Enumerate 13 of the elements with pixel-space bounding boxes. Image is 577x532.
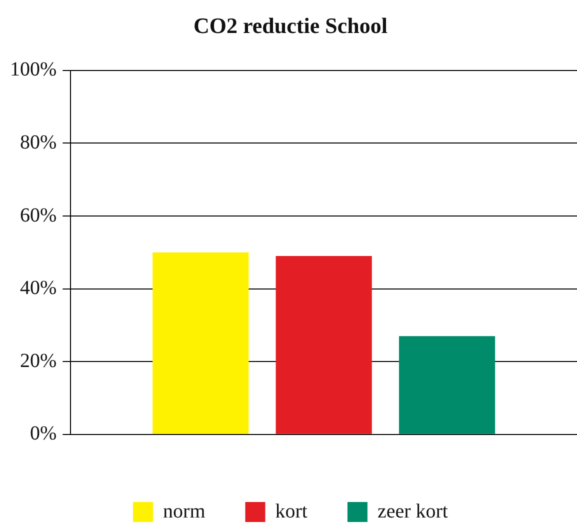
y-tick-label: 60% xyxy=(20,204,57,226)
y-tick-label: 20% xyxy=(20,350,57,372)
bar xyxy=(398,336,496,434)
legend-label: kort xyxy=(275,500,308,522)
legend-label: zeer kort xyxy=(377,500,448,522)
bar xyxy=(152,252,249,434)
y-tick-label: 100% xyxy=(10,58,57,81)
legend-label: norm xyxy=(163,500,206,522)
y-tick-label: 40% xyxy=(20,277,57,300)
y-tick-label: 80% xyxy=(20,131,57,154)
chart-title: CO2 reductie School xyxy=(194,12,388,38)
bar xyxy=(276,256,372,434)
y-tick-label: 0% xyxy=(30,422,57,445)
